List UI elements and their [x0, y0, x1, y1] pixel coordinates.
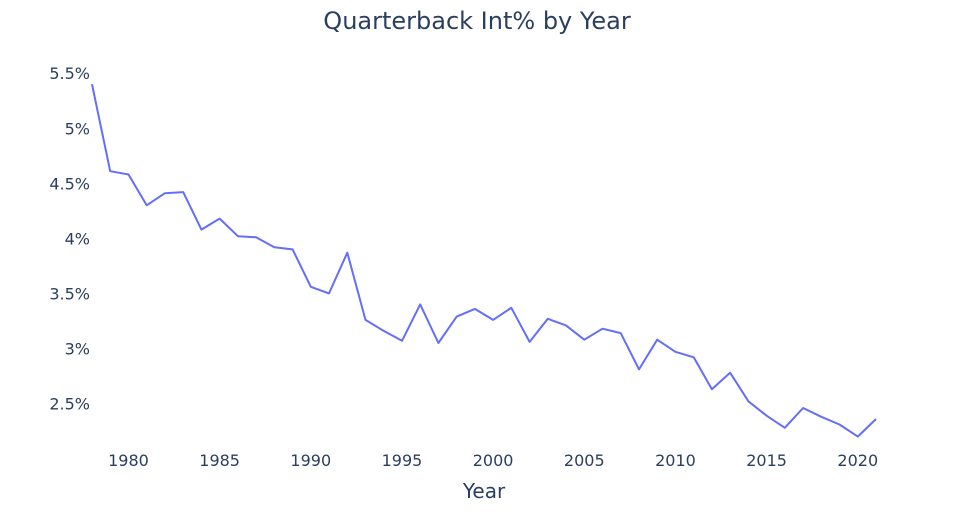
chart-title: Quarterback Int% by Year — [323, 7, 631, 35]
x-tick-label: 1980 — [108, 451, 149, 470]
y-tick-label: 4.5% — [49, 174, 90, 193]
y-axis-ticks: 2.5% 3% 3.5% 4% 4.5% 5% 5.5% — [49, 64, 90, 413]
x-tick-label: 2000 — [473, 451, 514, 470]
x-tick-label: 2010 — [655, 451, 696, 470]
y-tick-label: 5.5% — [49, 64, 90, 83]
y-tick-label: 5% — [65, 119, 90, 138]
x-tick-label: 1985 — [199, 451, 240, 470]
x-tick-label: 1995 — [382, 451, 423, 470]
x-axis-ticks: 1980 1985 1990 1995 2000 2005 2010 2015 2020 — [108, 451, 878, 470]
y-tick-label: 3.5% — [49, 284, 90, 303]
x-axis-title: Year — [462, 479, 506, 503]
y-tick-label: 4% — [65, 229, 90, 248]
y-tick-label: 2.5% — [49, 395, 90, 414]
x-tick-label: 2020 — [837, 451, 878, 470]
x-tick-label: 2015 — [746, 451, 787, 470]
x-tick-label: 1990 — [290, 451, 331, 470]
x-tick-label: 2005 — [564, 451, 605, 470]
series-line — [91, 83, 877, 438]
y-tick-label: 3% — [65, 339, 90, 358]
